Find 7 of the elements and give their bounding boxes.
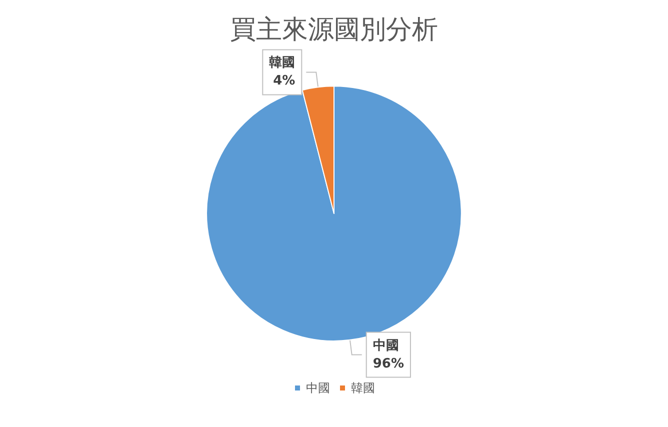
legend-label: 中國 [306,381,330,395]
chart-title: 買主來源國別分析 [230,15,438,45]
legend-label: 韓國 [351,381,375,395]
data-label: 96% [372,356,404,372]
data-label: 4% [273,74,296,89]
slice-label: 中國 [372,338,399,354]
slice-label: 韓國 [269,56,296,71]
